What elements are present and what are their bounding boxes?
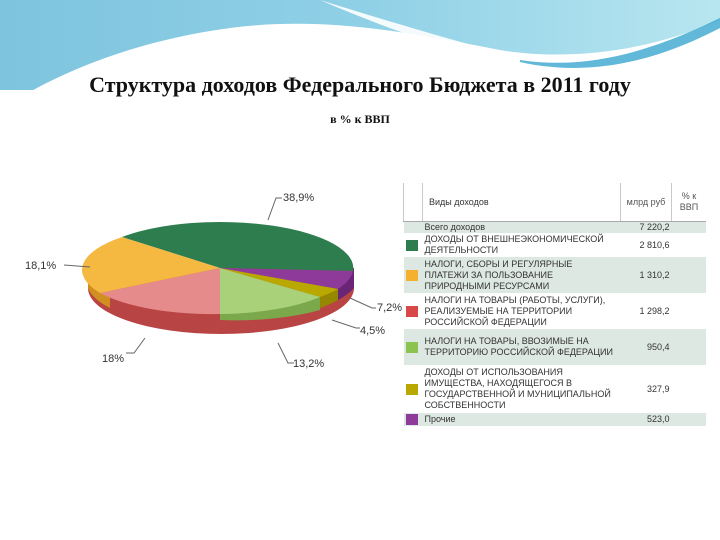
- table-row: НАЛОГИ НА ТОВАРЫ, ВВОЗИМЫЕ НА ТЕРРИТОРИЮ…: [403, 329, 706, 365]
- header-name: Виды доходов: [422, 183, 621, 222]
- total-row: Всего доходов 7 220,2: [403, 221, 706, 233]
- table-row: НАЛОГИ НА ТОВАРЫ (РАБОТЫ, УСЛУГИ), РЕАЛИ…: [404, 293, 707, 329]
- table-row: ДОХОДЫ ОТ ИСПОЛЬЗОВАНИЯ ИМУЩЕСТВА, НАХОД…: [404, 365, 707, 413]
- total-label: Всего доходов: [422, 221, 621, 233]
- slice-foreign-trade: [122, 221, 354, 271]
- label-18: 18%: [102, 353, 125, 365]
- slide-subtitle: в % к ВВП: [330, 112, 390, 126]
- decorative-wave-banner: [0, 0, 720, 90]
- swatch-orange-icon: [405, 269, 418, 281]
- legend-header-row: Виды доходов млрд руб % к ВВП: [403, 183, 706, 222]
- header-percent: % к ВВП: [671, 183, 706, 222]
- slice-natural-resources: [81, 237, 220, 293]
- label-18-1: 18,1%: [25, 260, 57, 272]
- slice-other: [220, 268, 353, 289]
- legend-table: Виды доходов млрд руб % к ВВП Всего дохо…: [403, 183, 706, 426]
- table-row: Прочие 523,0: [403, 413, 706, 426]
- label-13-2: 13,2%: [293, 358, 325, 370]
- table-row: НАЛОГИ, СБОРЫ И РЕГУЛЯРНЫЕ ПЛАТЕЖИ ЗА ПО…: [403, 257, 706, 293]
- swatch-lightgreen-icon: [405, 341, 418, 353]
- swatch-green-icon: [405, 239, 418, 251]
- slice-import-taxes: [220, 268, 320, 314]
- label-7-2: 7,2%: [377, 302, 403, 314]
- swatch-purple-icon: [405, 414, 418, 425]
- pie-chart: 38,9% 18,1% 18% 13,2% 4,5% 7,2%: [20, 180, 403, 380]
- swatch-red-icon: [405, 305, 418, 317]
- swatch-olive-icon: [405, 383, 418, 395]
- header-swatch-col: [403, 183, 423, 222]
- label-4-5: 4,5%: [360, 325, 386, 337]
- slide-title: Структура доходов Федерального Бюджета в…: [89, 72, 631, 97]
- table-row: ДОХОДЫ ОТ ВНЕШНЕЭКОНОМИЧЕСКОЙ ДЕЯТЕЛЬНОС…: [404, 233, 707, 257]
- slice-goods-taxes: [100, 268, 220, 315]
- header-value: млрд руб: [620, 183, 672, 222]
- slice-property: [220, 268, 338, 297]
- total-value: 7 220,2: [620, 221, 672, 233]
- label-38-9: 38,9%: [283, 192, 315, 204]
